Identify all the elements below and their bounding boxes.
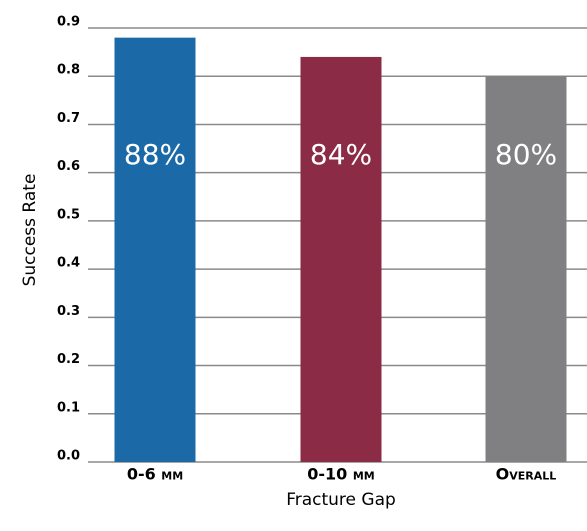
- x-tick-label: Overall: [496, 465, 557, 484]
- bar: [114, 37, 196, 463]
- y-tick-label: 0.2: [57, 352, 80, 367]
- y-tick-label: 0.4: [57, 256, 80, 271]
- y-tick-label: 0.8: [57, 63, 80, 78]
- y-tick-label: 0.9: [57, 15, 80, 30]
- value-label: 80%: [495, 138, 557, 171]
- y-axis-title: Success Rate: [20, 174, 40, 287]
- bar: [485, 76, 567, 462]
- y-tick-label: 0.0: [57, 449, 80, 464]
- y-tick-label: 0.7: [57, 111, 80, 126]
- bar: [300, 56, 382, 462]
- y-tick-label: 0.6: [57, 159, 80, 174]
- x-tick-label: 0-10 mm: [307, 465, 375, 484]
- x-tick-label: 0-6 mm: [127, 465, 183, 484]
- value-label: 84%: [310, 138, 372, 171]
- value-label: 88%: [124, 138, 186, 171]
- y-tick-label: 0.5: [57, 207, 80, 222]
- y-tick-label: 0.3: [57, 304, 80, 319]
- y-tick-label: 0.1: [57, 400, 80, 415]
- x-axis-title: Fracture Gap: [286, 490, 396, 510]
